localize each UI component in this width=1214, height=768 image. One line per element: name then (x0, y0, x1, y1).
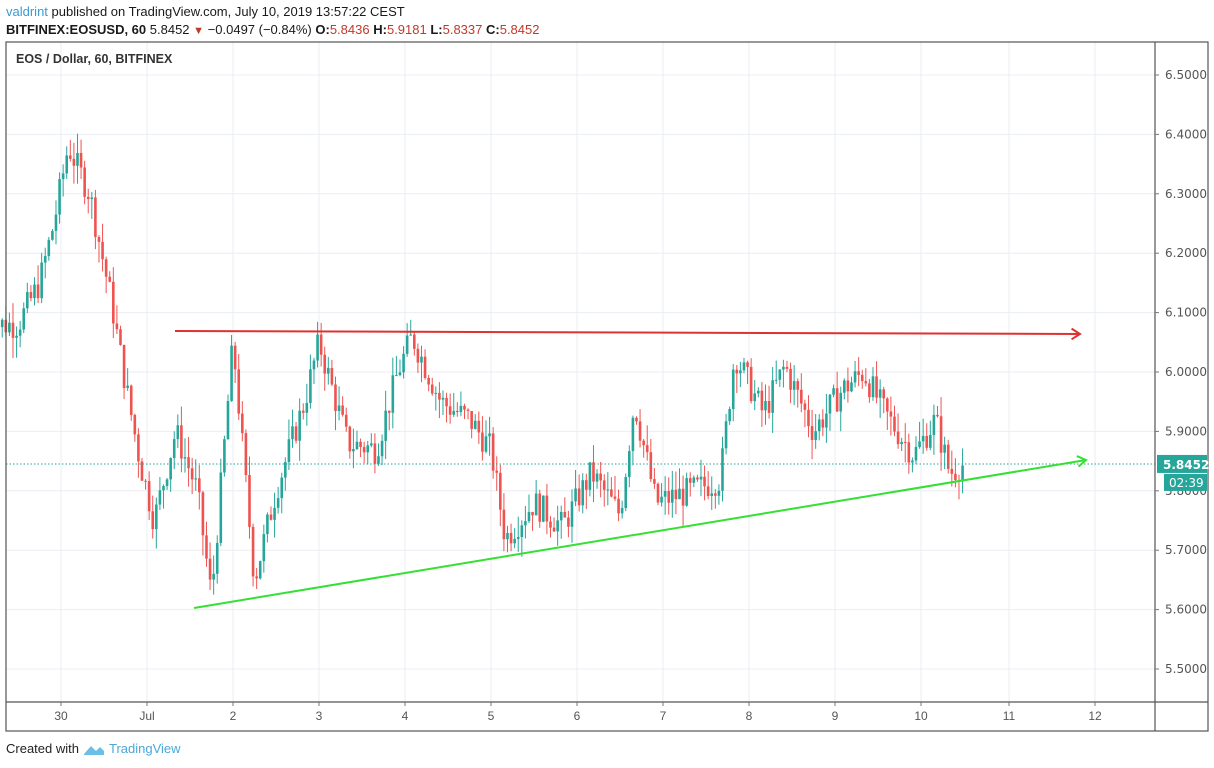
price-tick: 6.0000 (1165, 365, 1207, 379)
time-tick: 11 (1003, 709, 1016, 723)
created-with-text: Created with (6, 741, 79, 756)
time-tick: 3 (316, 709, 323, 723)
time-tick: 8 (746, 709, 753, 723)
price-tick: 6.5000 (1165, 68, 1207, 82)
close-value: 5.8452 (499, 22, 540, 37)
time-tick: 4 (402, 709, 409, 723)
high-label: H: (373, 22, 387, 37)
time-axis[interactable]: 30 Jul 2 3 4 5 6 7 8 9 10 11 12 (54, 702, 1102, 723)
published-text: published on TradingView.com, July 10, 2… (47, 4, 405, 19)
footer: Created with TradingView (6, 741, 181, 756)
price-tick: 5.6000 (1165, 603, 1207, 617)
price-axis[interactable]: 6.5000 6.4000 6.3000 6.2000 6.1000 6.0000 5.90… (1155, 68, 1207, 676)
symbol-line: BITFINEX:EOSUSD, 60 5.8452 ▼ −0.0497 (−0… (6, 21, 539, 40)
chart-title: EOS / Dollar, 60, BITFINEX (16, 52, 173, 66)
support-arrow[interactable] (193, 455, 1088, 609)
time-tick: 5 (488, 709, 495, 723)
open-value: 5.8436 (329, 22, 370, 37)
publish-line: valdrint published on TradingView.com, J… (6, 3, 539, 21)
current-price-value: 5.8452 (1163, 458, 1209, 472)
time-tick: 30 (54, 709, 68, 723)
time-tick: 9 (832, 709, 839, 723)
candlestick-series (0, 133, 1155, 595)
bar-countdown: 02:39 (1169, 476, 1204, 490)
resistance-arrow[interactable] (174, 327, 1082, 341)
high-value: 5.9181 (386, 22, 427, 37)
price-tick: 5.5000 (1165, 662, 1207, 676)
low-label: L: (430, 22, 443, 37)
price-change: −0.0497 (−0.84%) (207, 22, 312, 37)
symbol-label: BITFINEX:EOSUSD, 60 (6, 22, 147, 37)
time-tick: 10 (914, 709, 928, 723)
open-label: O: (315, 22, 330, 37)
time-tick: 12 (1088, 709, 1102, 723)
grid-lines (6, 42, 1155, 702)
price-chart[interactable]: 6.5000 6.4000 6.3000 6.2000 6.1000 6.0000 5.90… (0, 0, 1214, 740)
price-tick: 6.1000 (1165, 306, 1207, 320)
triangle-down-icon: ▼ (193, 25, 205, 37)
current-price-label: 5.8452 02:39 (1157, 454, 1209, 491)
price-tick: 6.4000 (1165, 127, 1207, 141)
time-tick: 2 (230, 709, 237, 723)
low-value: 5.8337 (442, 22, 483, 37)
price-tick: 6.3000 (1165, 187, 1207, 201)
publish-header: valdrint published on TradingView.com, J… (6, 3, 539, 40)
time-tick: 7 (660, 709, 667, 723)
time-tick: 6 (574, 709, 581, 723)
price-tick: 5.9000 (1165, 424, 1207, 438)
author-link[interactable]: valdrint (6, 4, 48, 19)
tradingview-link[interactable]: TradingView (108, 741, 181, 756)
tradingview-logo-icon (83, 745, 104, 755)
last-price: 5.8452 (149, 22, 190, 37)
price-tick: 5.7000 (1165, 543, 1207, 557)
price-tick: 6.2000 (1165, 246, 1207, 260)
close-label: C: (486, 22, 500, 37)
trend-line-drawings[interactable] (174, 327, 1088, 609)
time-tick: Jul (139, 709, 154, 723)
chart-frame (5, 41, 1209, 732)
